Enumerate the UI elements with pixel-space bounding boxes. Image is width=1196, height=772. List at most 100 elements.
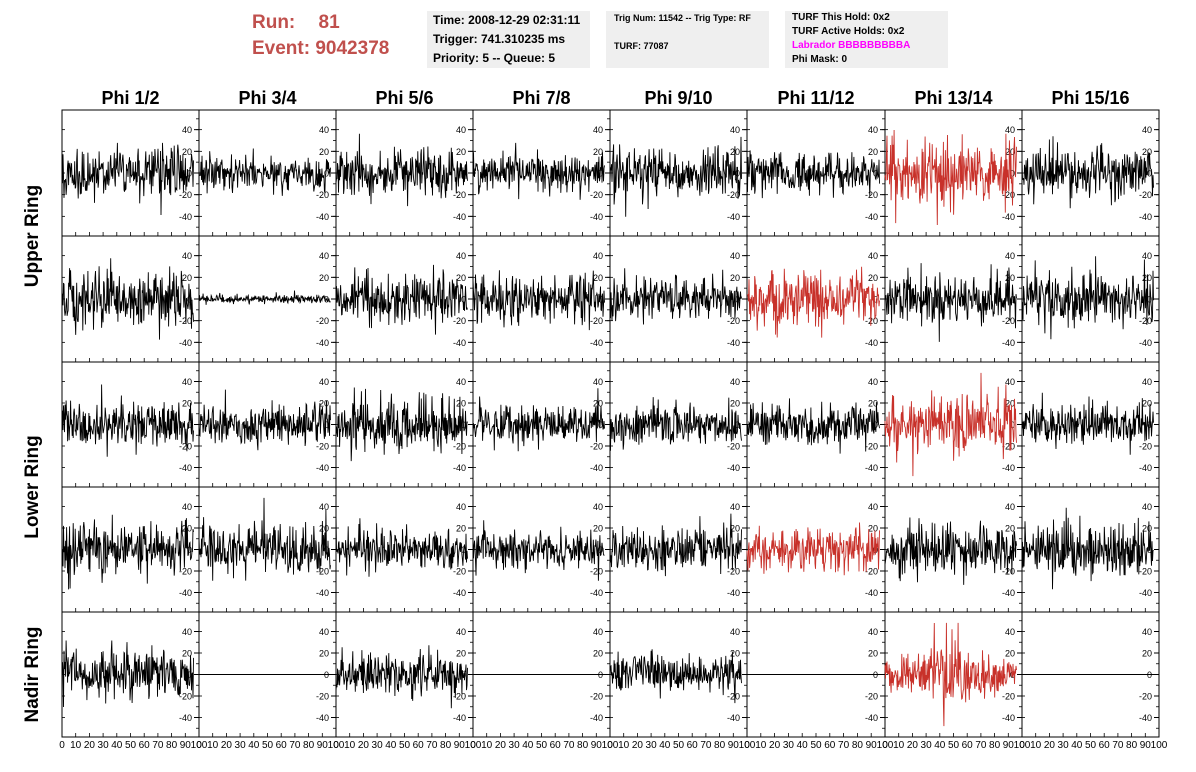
y-tick-label: 40: [456, 125, 466, 135]
event-value: 9042378: [315, 38, 390, 59]
y-tick-label: -20: [1002, 692, 1015, 702]
y-tick-label: -20: [727, 567, 740, 577]
x-tick-label: 50: [810, 740, 822, 751]
y-tick-label: 20: [319, 147, 329, 157]
y-tick-label: -40: [590, 338, 603, 348]
y-tick-label: 40: [868, 502, 878, 512]
y-tick-label: 40: [319, 377, 329, 387]
y-tick-label: -40: [865, 588, 878, 598]
y-tick-label: -40: [727, 338, 740, 348]
y-tick-label: -20: [590, 442, 603, 452]
y-tick-label: -40: [1002, 463, 1015, 473]
y-tick-label: -40: [316, 338, 329, 348]
y-tick-label: 40: [1005, 502, 1015, 512]
y-tick-label: -40: [179, 463, 192, 473]
y-tick-label: -20: [316, 442, 329, 452]
x-tick-label: 60: [824, 740, 836, 751]
waveform-trace: [746, 266, 880, 338]
y-tick-label: -40: [1139, 338, 1152, 348]
y-tick-label: 20: [1142, 147, 1152, 157]
y-tick-label: 40: [1142, 627, 1152, 637]
y-tick-label: 20: [730, 399, 740, 409]
y-tick-label: 20: [593, 273, 603, 283]
x-tick-label: 0: [744, 740, 750, 751]
trigger-text: Trigger: 741.310235 ms: [433, 32, 566, 46]
y-tick-label: 40: [868, 377, 878, 387]
x-tick-label: 60: [550, 740, 562, 751]
waveform-trace: [335, 264, 468, 335]
y-tick-label: 40: [456, 377, 466, 387]
y-tick-label: -40: [179, 212, 192, 222]
y-tick-label: -40: [727, 463, 740, 473]
y-tick-label: 0: [873, 420, 878, 430]
y-tick-label: -20: [316, 567, 329, 577]
x-tick-label: 60: [687, 740, 699, 751]
waveform-trace: [884, 263, 1017, 342]
waveform-trace: [61, 514, 194, 590]
y-tick-label: 20: [456, 273, 466, 283]
x-tick-label: 20: [907, 740, 919, 751]
x-tick-label: 90: [1140, 740, 1152, 751]
y-tick-label: -40: [865, 338, 878, 348]
x-tick-label: 70: [152, 740, 164, 751]
y-tick-label: -20: [453, 442, 466, 452]
y-tick-label: 20: [868, 147, 878, 157]
waveform-trace: [198, 389, 331, 451]
x-tick-label: 20: [1044, 740, 1056, 751]
y-tick-label: -20: [453, 316, 466, 326]
x-tick-label: 30: [509, 740, 521, 751]
y-tick-label: -20: [1139, 442, 1152, 452]
run-line: Run: 81: [252, 10, 417, 36]
y-tick-label: 20: [868, 399, 878, 409]
y-tick-label: -20: [865, 316, 878, 326]
x-tick-label: 50: [673, 740, 685, 751]
waveform-trace: [884, 372, 1017, 477]
y-tick-label: 20: [593, 147, 603, 157]
y-tick-label: -20: [316, 692, 329, 702]
ring-label: Lower Ring: [22, 435, 43, 538]
waveform-trace: [609, 649, 742, 704]
x-tick-label: 20: [632, 740, 644, 751]
ring-label: Nadir Ring: [22, 626, 43, 722]
x-tick-label: 70: [289, 740, 301, 751]
x-tick-label: 70: [563, 740, 575, 751]
x-tick-label: 20: [358, 740, 370, 751]
x-tick-label: 50: [125, 740, 137, 751]
waveform-trace: [198, 148, 331, 196]
y-tick-label: -40: [316, 463, 329, 473]
y-tick-label: 20: [1142, 399, 1152, 409]
y-tick-label: 0: [1147, 169, 1152, 179]
y-tick-label: 40: [319, 251, 329, 261]
y-tick-label: 40: [593, 377, 603, 387]
x-tick-label: 40: [248, 740, 260, 751]
y-tick-label: -40: [590, 713, 603, 723]
y-tick-label: -20: [453, 692, 466, 702]
y-tick-label: -40: [179, 588, 192, 598]
y-tick-label: 40: [593, 627, 603, 637]
y-tick-label: 20: [593, 649, 603, 659]
x-tick-label: 80: [852, 740, 864, 751]
y-tick-label: 40: [319, 125, 329, 135]
x-tick-label: 80: [166, 740, 178, 751]
x-tick-label: 50: [262, 740, 274, 751]
y-tick-label: -40: [1139, 713, 1152, 723]
y-tick-label: -20: [1002, 567, 1015, 577]
y-tick-label: 0: [187, 670, 192, 680]
y-tick-label: -40: [316, 212, 329, 222]
y-tick-label: -20: [1139, 190, 1152, 200]
ring-label: Upper Ring: [22, 185, 43, 287]
y-tick-label: -40: [453, 713, 466, 723]
y-tick-label: -20: [1139, 692, 1152, 702]
y-tick-label: -20: [453, 190, 466, 200]
y-tick-label: 40: [593, 125, 603, 135]
y-tick-label: -20: [1002, 190, 1015, 200]
waveform-trace: [609, 513, 742, 577]
waveform-trace: [746, 398, 880, 454]
x-tick-label: 20: [84, 740, 96, 751]
x-tick-label: 30: [235, 740, 247, 751]
y-tick-label: -40: [1139, 212, 1152, 222]
waveform-trace: [61, 142, 194, 216]
y-tick-label: 40: [730, 377, 740, 387]
priority-text: Priority: 5 -- Queue: 5: [433, 51, 556, 65]
trigger-info-box: Trig Num: 11542 -- Trig Type: RF TURF: 7…: [606, 11, 769, 68]
